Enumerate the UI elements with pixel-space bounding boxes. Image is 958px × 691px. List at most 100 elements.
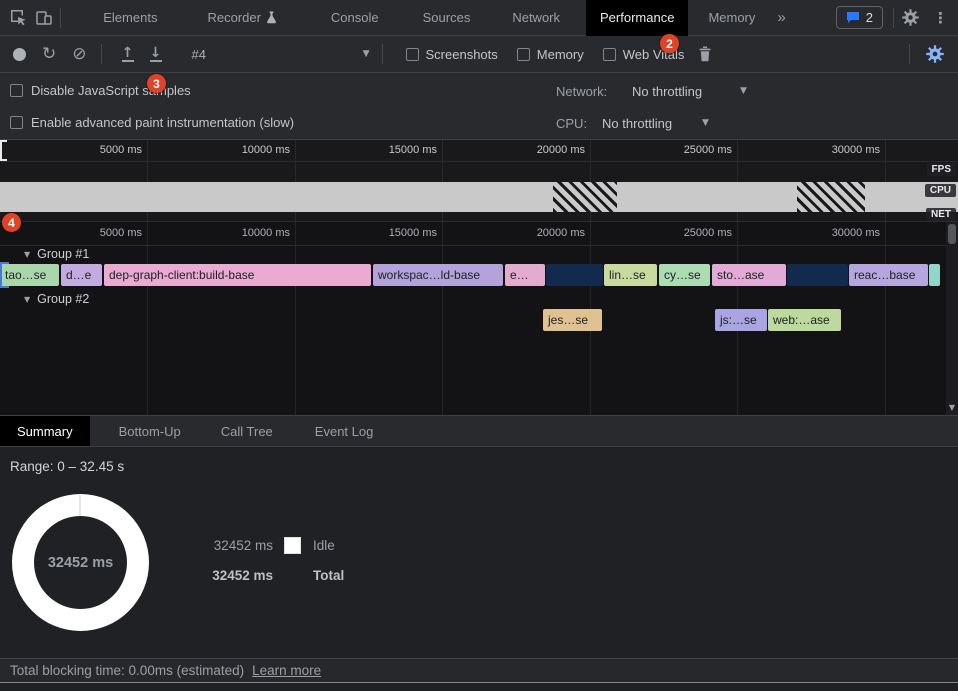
network-throttling-label: Network:	[556, 84, 608, 99]
donut-total-label: 32452 ms	[47, 554, 114, 571]
flame-bar[interactable]: workspac…ld-base	[373, 264, 503, 286]
bottom-strip-orange	[0, 683, 572, 691]
kebab-menu-icon[interactable]: ⋮	[933, 8, 949, 27]
reload-and-record-icon[interactable]: ↻	[42, 43, 57, 64]
divider	[381, 44, 383, 64]
more-tabs-chevron[interactable]: »	[777, 9, 786, 26]
checkbox-box	[10, 116, 23, 129]
step-badge-2[interactable]: 2	[660, 34, 679, 53]
overview-tick-label: 20000 ms	[536, 144, 585, 156]
tab-elements[interactable]: Elements	[103, 10, 158, 25]
flame-gridline	[295, 222, 296, 415]
performance-toolbar: ↻ ⊘ ↑ ↓ #4 ▼ Screenshots Memory Web Vita…	[0, 36, 958, 73]
load-profile-button[interactable]: ↑	[121, 44, 134, 62]
issues-chat-button[interactable]: 2	[835, 6, 883, 29]
tab-call-tree[interactable]: Call Tree	[220, 423, 273, 439]
tab-recorder[interactable]: Recorder	[193, 0, 290, 36]
timeline-overview[interactable]: 5000 ms 10000 ms 15000 ms 20000 ms 25000 ms 3…	[0, 140, 958, 222]
net-track-label: NET	[926, 208, 956, 221]
overview-tick-label: 10000 ms	[241, 144, 290, 156]
tab-memory[interactable]: Memory	[708, 10, 756, 25]
tab-console[interactable]: Console	[330, 10, 379, 25]
recording-history-select[interactable]: #4 ▼	[192, 47, 370, 62]
details-tabbar: Summary Bottom-Up Call Tree Event Log	[0, 415, 958, 447]
scroll-down-arrow-icon[interactable]: ▼	[948, 403, 956, 412]
learn-more-link[interactable]: Learn more	[252, 663, 322, 678]
flame-bar[interactable]	[546, 264, 603, 286]
step-badge-3[interactable]: 3	[147, 74, 166, 93]
flame-gridline	[147, 222, 148, 415]
legend-row-idle: 32452 ms Idle	[170, 537, 335, 554]
flame-gridline	[442, 222, 443, 415]
flame-bar[interactable]: cy…se	[659, 264, 710, 286]
flame-bar[interactable]: dep-graph-client:build-base	[104, 264, 371, 286]
group1-collapse-toggle[interactable]: ▼ Group #1	[24, 247, 90, 261]
chevron-down-icon[interactable]: ▼	[740, 86, 747, 96]
network-throttling-select[interactable]: No throttling	[632, 84, 703, 99]
group1-bars-row: tao…se d…e dep-graph-client:build-base work…	[0, 264, 946, 286]
flame-tick-label: 5000 ms	[99, 227, 142, 239]
flame-tick-label: 15000 ms	[388, 227, 437, 239]
overview-selection-bracket[interactable]	[0, 140, 7, 161]
flame-tick-label: 10000 ms	[241, 227, 290, 239]
chevron-down-icon: ▼	[362, 49, 370, 59]
flame-bar[interactable]: tao…se	[0, 264, 59, 286]
settings-gear-icon[interactable]	[898, 4, 923, 32]
divider	[60, 7, 62, 28]
cpu-track-label: CPU	[924, 184, 956, 197]
save-profile-button[interactable]: ↓	[149, 44, 162, 62]
scrollbar-thumb[interactable]	[948, 224, 956, 244]
tab-summary[interactable]: Summary	[0, 416, 90, 446]
legend-row-total: 32452 ms Total	[170, 568, 344, 583]
overview-gridline	[442, 140, 443, 222]
chevron-down-icon[interactable]: ▼	[702, 118, 709, 128]
flame-bar[interactable]	[929, 264, 940, 286]
flame-bar[interactable]: lin…se	[604, 264, 657, 286]
divider	[909, 44, 910, 64]
flame-bar[interactable]: web:…ase	[768, 309, 841, 331]
memory-checkbox[interactable]: Memory	[516, 47, 584, 62]
chat-count: 2	[865, 10, 873, 25]
ruler-divider	[0, 161, 958, 162]
ruler-divider	[0, 245, 958, 246]
flame-bar[interactable]: reac…base	[849, 264, 928, 286]
step-badge-4[interactable]: 4	[2, 213, 21, 232]
flame-scrollbar[interactable]: ▼	[946, 222, 958, 415]
tab-network[interactable]: Network	[512, 10, 561, 25]
tab-sources[interactable]: Sources	[422, 10, 471, 25]
tab-bottom-up[interactable]: Bottom-Up	[118, 423, 181, 439]
tab-performance[interactable]: Performance	[586, 0, 689, 36]
flame-bar[interactable]	[787, 264, 848, 286]
flame-bar[interactable]: e…	[505, 264, 545, 286]
tbt-text: Total blocking time: 0.00ms (estimated)	[10, 663, 245, 678]
idle-color-swatch	[284, 537, 301, 554]
screenshots-checkbox[interactable]: Screenshots	[405, 47, 498, 62]
flame-bar[interactable]: sto…ase	[712, 264, 786, 286]
triangle-down-icon: ▼	[24, 249, 31, 259]
flame-selection-bracket	[0, 262, 9, 288]
trash-icon[interactable]	[698, 46, 712, 62]
flame-tick-label: 30000 ms	[831, 227, 880, 239]
inspect-element-icon[interactable]	[6, 4, 31, 32]
capture-settings-pane: Disable JavaScript samples Enable advanc…	[0, 73, 958, 140]
group2-bars-row: jes…se js:…se web:…ase	[0, 309, 946, 331]
flame-chart[interactable]: 5000 ms 10000 ms 15000 ms 20000 ms 25000 ms 3…	[0, 222, 958, 415]
clear-recording-icon[interactable]: ⊘	[72, 43, 87, 64]
flame-bar[interactable]: js:…se	[715, 309, 767, 331]
cpu-throttling-label: CPU:	[556, 116, 588, 131]
cpu-throttling-select[interactable]: No throttling	[602, 116, 673, 131]
overview-gridline	[737, 140, 738, 222]
overview-gridline	[147, 140, 148, 222]
record-button[interactable]	[13, 47, 26, 61]
overview-tick-label: 30000 ms	[831, 144, 880, 156]
flame-bar[interactable]: jes…se	[543, 309, 602, 331]
flame-bar[interactable]: d…e	[61, 264, 102, 286]
device-toolbar-icon[interactable]	[31, 4, 56, 32]
checkbox-box	[10, 84, 23, 97]
legend-label: Total	[313, 568, 345, 583]
tab-event-log[interactable]: Event Log	[314, 423, 374, 439]
enable-paint-instrumentation-checkbox[interactable]: Enable advanced paint instrumentation (s…	[10, 115, 294, 130]
group2-collapse-toggle[interactable]: ▼ Group #2	[24, 292, 90, 306]
capture-settings-gear-icon[interactable]	[920, 40, 950, 68]
range-label: Range: 0 – 32.45 s	[10, 459, 125, 474]
